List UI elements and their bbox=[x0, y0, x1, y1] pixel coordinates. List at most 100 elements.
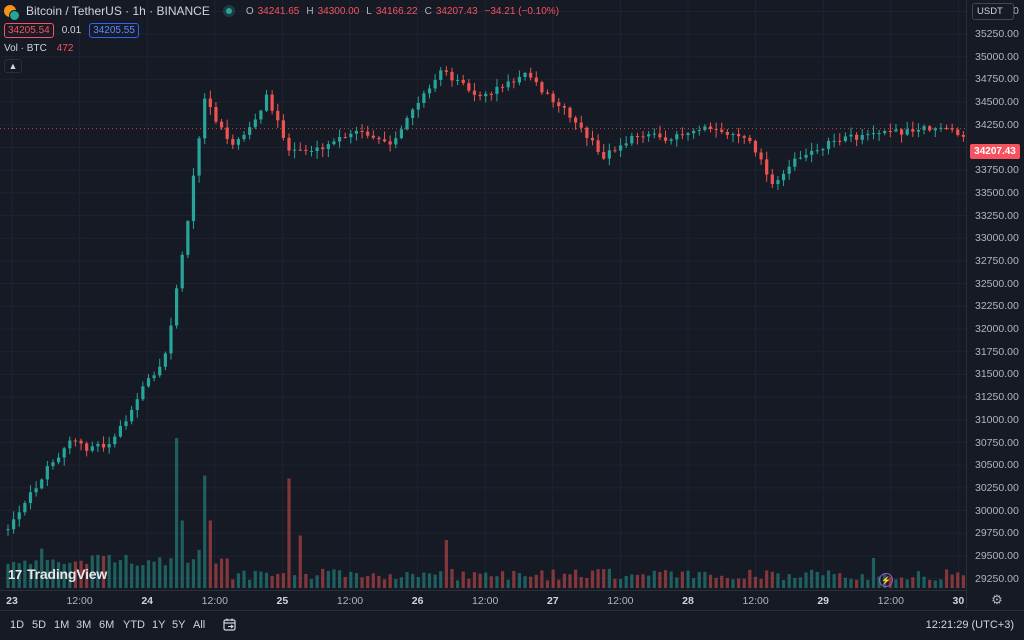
range-button-6m[interactable]: 6M bbox=[99, 619, 115, 631]
range-button-5d[interactable]: 5D bbox=[32, 619, 47, 631]
candle-body bbox=[73, 440, 78, 442]
volume-bar bbox=[613, 578, 617, 588]
volume-bar bbox=[776, 573, 780, 588]
volume-bar bbox=[411, 573, 415, 588]
volume-bar bbox=[703, 571, 707, 588]
range-button-ytd[interactable]: YTD bbox=[123, 619, 145, 631]
collapse-legend-button[interactable]: ▲ bbox=[4, 59, 22, 73]
candle-body bbox=[720, 129, 724, 132]
candle-body bbox=[68, 440, 72, 449]
candle-body bbox=[607, 150, 611, 159]
candle-body bbox=[225, 127, 229, 139]
candle-body bbox=[849, 134, 853, 137]
volume-bar bbox=[107, 554, 111, 588]
price-tick-label: 29500.00 bbox=[975, 549, 1019, 562]
candle-body bbox=[961, 135, 965, 137]
buy-price-button[interactable]: 34205.55 bbox=[89, 23, 139, 38]
volume-bar bbox=[293, 575, 297, 588]
time-tick-label: 12:00 bbox=[201, 595, 228, 607]
volume-bar bbox=[911, 577, 915, 588]
volume-bar bbox=[219, 558, 224, 588]
volume-bar bbox=[354, 573, 359, 588]
market-status-icon[interactable] bbox=[225, 8, 232, 14]
price-axis[interactable]: 35500.0035250.0035000.0034750.0034500.00… bbox=[966, 0, 1024, 608]
candle-body bbox=[349, 133, 353, 138]
candle-body bbox=[888, 130, 892, 132]
candle-body bbox=[444, 70, 448, 72]
volume-bar bbox=[45, 559, 49, 588]
volume-bar bbox=[708, 574, 713, 588]
volume-bar bbox=[540, 570, 544, 588]
volume-bar bbox=[922, 576, 926, 588]
candle-body bbox=[467, 83, 471, 91]
volume-bar bbox=[663, 570, 668, 588]
clock-timezone[interactable]: 12:21:29 (UTC+3) bbox=[925, 619, 1014, 631]
time-tick-label: 29 bbox=[817, 595, 830, 607]
volume-bar bbox=[568, 574, 572, 588]
volume-bar bbox=[101, 555, 106, 588]
candle-body bbox=[203, 98, 207, 139]
candle-body bbox=[315, 147, 319, 151]
chart-pane[interactable] bbox=[0, 0, 966, 590]
candle-body bbox=[489, 93, 493, 95]
goto-date-icon[interactable] bbox=[222, 617, 238, 633]
candle-body bbox=[411, 109, 415, 118]
range-button-5y[interactable]: 5Y bbox=[172, 619, 186, 631]
candle-body bbox=[472, 90, 477, 95]
volume-bar bbox=[382, 579, 387, 588]
volume-bar bbox=[590, 570, 595, 588]
symbol-title[interactable]: Bitcoin / TetherUS · 1h · BINANCE bbox=[26, 4, 210, 18]
bottom-toolbar: 12:21:29 (UTC+3) 1D 5D 1M 3M 6M YTD 1Y 5Y All bbox=[0, 610, 1024, 640]
candle-body bbox=[79, 440, 83, 444]
volume-bar bbox=[489, 576, 493, 588]
volume-bar bbox=[742, 578, 746, 588]
range-button-1d[interactable]: 1D bbox=[10, 619, 25, 631]
volume-legend[interactable]: Vol · BTC 472 bbox=[4, 43, 562, 54]
range-button-1y[interactable]: 1Y bbox=[152, 619, 166, 631]
range-button-all[interactable]: All bbox=[193, 619, 206, 631]
candle-body bbox=[377, 137, 381, 140]
candle-body bbox=[871, 133, 876, 135]
volume-bar bbox=[388, 574, 392, 588]
volume-bar bbox=[843, 577, 847, 588]
time-tick-label: 12:00 bbox=[336, 595, 364, 607]
volume-bar bbox=[770, 571, 774, 588]
candle-body bbox=[433, 79, 437, 89]
candle-body bbox=[326, 144, 330, 149]
range-button-1m[interactable]: 1M bbox=[54, 619, 70, 631]
time-tick-label: 27 bbox=[546, 595, 559, 607]
candle-body bbox=[574, 117, 578, 123]
candle-body bbox=[725, 131, 729, 135]
candle-body bbox=[242, 134, 246, 140]
high-value: 34300.00 bbox=[317, 5, 360, 17]
time-axis[interactable]: 23 12:00 24 12:00 25 12:00 26 12:00 27 12:00 28 12:… bbox=[0, 590, 966, 610]
candle-body bbox=[877, 133, 881, 135]
candle-body bbox=[692, 130, 696, 134]
volume-bar bbox=[6, 563, 10, 588]
candle-body bbox=[287, 137, 291, 151]
candle-body bbox=[51, 462, 55, 467]
range-button-3m[interactable]: 3M bbox=[76, 619, 92, 631]
gear-icon[interactable]: ⚙ bbox=[991, 592, 1003, 607]
candle-body bbox=[427, 88, 432, 94]
candle-body bbox=[337, 137, 342, 142]
candle-body bbox=[113, 436, 117, 445]
candle-body bbox=[439, 70, 443, 80]
candlestick-chart[interactable] bbox=[0, 0, 966, 590]
volume-bar bbox=[512, 571, 516, 588]
time-tick-label: 12:00 bbox=[877, 595, 904, 607]
candle-body bbox=[366, 131, 370, 136]
candle-body bbox=[175, 288, 179, 326]
lightning-icon[interactable]: ⚡ bbox=[879, 573, 893, 587]
candle-body bbox=[675, 134, 679, 140]
volume-bar bbox=[624, 576, 628, 588]
volume-bar bbox=[337, 570, 342, 588]
candle-body bbox=[832, 140, 836, 142]
high-key: H bbox=[306, 5, 314, 17]
sell-price-button[interactable]: 34205.54 bbox=[4, 23, 54, 38]
volume-bar bbox=[849, 578, 853, 588]
candle-body bbox=[658, 133, 662, 138]
volume-bar bbox=[175, 438, 179, 588]
tradingview-watermark[interactable]: 17 TradingView bbox=[8, 566, 107, 582]
currency-select[interactable]: USDT bbox=[972, 3, 1014, 20]
